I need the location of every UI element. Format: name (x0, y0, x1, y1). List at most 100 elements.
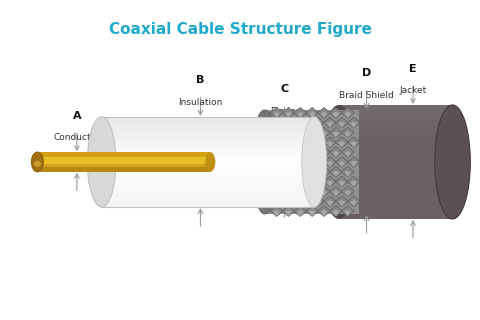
Polygon shape (341, 186, 354, 197)
Polygon shape (321, 210, 327, 217)
Polygon shape (329, 108, 342, 118)
Polygon shape (291, 122, 298, 128)
Polygon shape (324, 156, 336, 167)
Polygon shape (273, 171, 280, 177)
Text: Insulation: Insulation (178, 87, 223, 107)
Polygon shape (309, 171, 315, 177)
FancyBboxPatch shape (37, 167, 210, 172)
Polygon shape (312, 196, 324, 207)
Polygon shape (345, 190, 351, 197)
FancyBboxPatch shape (37, 152, 210, 172)
Polygon shape (321, 112, 327, 118)
FancyBboxPatch shape (102, 147, 314, 155)
Text: A: A (72, 111, 81, 121)
Text: Binder: Binder (270, 96, 300, 116)
Polygon shape (282, 127, 295, 138)
Polygon shape (264, 196, 277, 207)
Polygon shape (324, 176, 336, 187)
Polygon shape (333, 210, 339, 217)
Polygon shape (264, 137, 277, 148)
Polygon shape (297, 132, 303, 138)
Polygon shape (350, 122, 357, 128)
Polygon shape (333, 151, 339, 157)
Polygon shape (327, 141, 333, 148)
Polygon shape (279, 122, 286, 128)
FancyBboxPatch shape (102, 124, 314, 132)
Polygon shape (315, 141, 321, 148)
Polygon shape (338, 161, 345, 167)
Polygon shape (297, 151, 303, 157)
Polygon shape (317, 166, 331, 177)
Polygon shape (288, 137, 301, 148)
Polygon shape (267, 141, 274, 148)
Polygon shape (300, 196, 313, 207)
Polygon shape (333, 112, 339, 118)
Polygon shape (273, 132, 280, 138)
Polygon shape (324, 137, 336, 148)
Polygon shape (267, 200, 274, 207)
Polygon shape (309, 190, 315, 197)
Polygon shape (291, 180, 298, 187)
Polygon shape (282, 147, 295, 157)
Polygon shape (315, 180, 321, 187)
Polygon shape (264, 117, 277, 128)
Polygon shape (306, 108, 319, 118)
Polygon shape (288, 156, 301, 167)
Polygon shape (267, 180, 274, 187)
Polygon shape (338, 122, 345, 128)
FancyBboxPatch shape (339, 105, 453, 219)
Polygon shape (345, 151, 351, 157)
Polygon shape (303, 161, 310, 167)
Polygon shape (306, 166, 319, 177)
Polygon shape (338, 180, 345, 187)
Polygon shape (288, 117, 301, 128)
Polygon shape (315, 161, 321, 167)
Polygon shape (312, 176, 324, 187)
Ellipse shape (87, 117, 116, 207)
Polygon shape (329, 186, 342, 197)
Polygon shape (350, 161, 357, 167)
Polygon shape (297, 210, 303, 217)
FancyBboxPatch shape (339, 111, 453, 116)
Polygon shape (276, 137, 289, 148)
FancyBboxPatch shape (339, 122, 453, 128)
Polygon shape (309, 210, 315, 217)
Polygon shape (303, 141, 310, 148)
FancyBboxPatch shape (264, 110, 359, 214)
Polygon shape (273, 112, 280, 118)
Polygon shape (338, 141, 345, 148)
Polygon shape (294, 166, 307, 177)
FancyBboxPatch shape (339, 116, 453, 122)
Ellipse shape (301, 117, 326, 207)
Polygon shape (294, 147, 307, 157)
Polygon shape (345, 112, 351, 118)
Polygon shape (329, 166, 342, 177)
Polygon shape (300, 117, 313, 128)
Polygon shape (341, 206, 354, 217)
Polygon shape (321, 190, 327, 197)
Polygon shape (279, 141, 286, 148)
Polygon shape (333, 190, 339, 197)
Polygon shape (309, 112, 315, 118)
Polygon shape (329, 147, 342, 157)
Polygon shape (273, 190, 280, 197)
Polygon shape (300, 156, 313, 167)
Polygon shape (279, 180, 286, 187)
Polygon shape (317, 108, 331, 118)
Polygon shape (285, 171, 292, 177)
Polygon shape (347, 196, 360, 207)
Polygon shape (312, 156, 324, 167)
Polygon shape (333, 132, 339, 138)
Polygon shape (270, 147, 283, 157)
Polygon shape (285, 210, 292, 217)
Text: Coaxial Cable Structure Figure: Coaxial Cable Structure Figure (108, 22, 372, 37)
FancyBboxPatch shape (102, 192, 314, 200)
Polygon shape (276, 156, 289, 167)
Polygon shape (324, 196, 336, 207)
Polygon shape (317, 206, 331, 217)
Polygon shape (329, 206, 342, 217)
Polygon shape (341, 108, 354, 118)
FancyBboxPatch shape (339, 128, 453, 133)
Polygon shape (338, 200, 345, 207)
Polygon shape (327, 122, 333, 128)
